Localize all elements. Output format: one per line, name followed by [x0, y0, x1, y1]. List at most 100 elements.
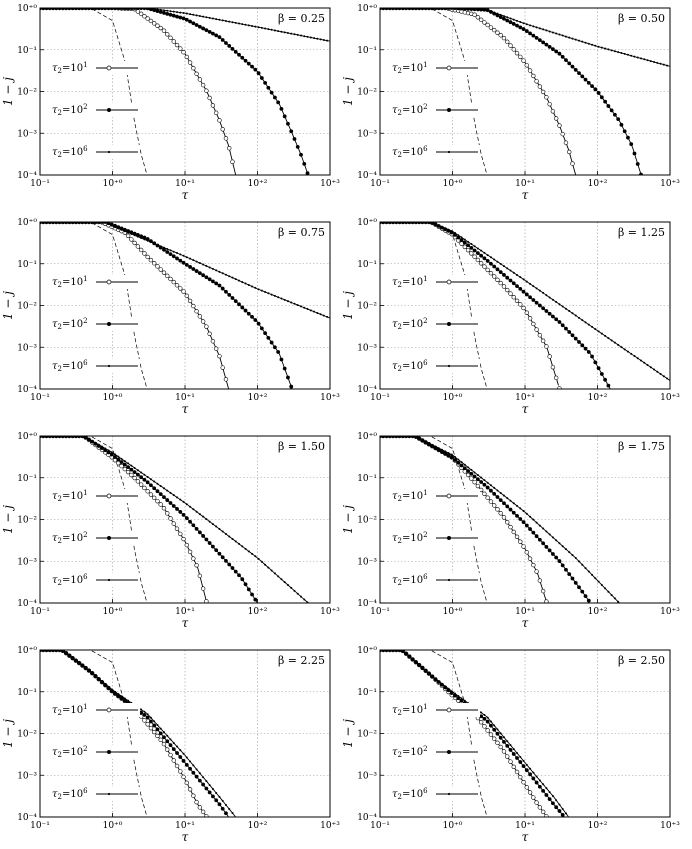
marker-filled-circle	[544, 544, 549, 549]
marker-filled-circle	[188, 766, 192, 771]
marker-filled-circle	[178, 510, 183, 514]
marker-small-dot	[613, 50, 616, 53]
marker-small-dot	[656, 61, 659, 64]
marker-filled-circle	[502, 739, 506, 744]
marker-small-dot	[551, 536, 554, 539]
legend-sub: 2	[58, 365, 62, 373]
legend-exp: 1	[423, 61, 427, 69]
marker-open-circle	[223, 136, 229, 141]
legend-backdrop	[50, 489, 140, 503]
marker-small-dot	[71, 657, 74, 660]
marker-small-dot	[169, 10, 172, 13]
marker-filled-circle	[590, 354, 594, 359]
legend-item: τ2=106	[390, 787, 480, 801]
beta-label: β = 0.25	[278, 12, 325, 25]
marker-filled-circle	[263, 81, 268, 85]
marker-small-dot	[529, 515, 532, 518]
marker-filled-circle	[521, 520, 526, 525]
marker-small-dot	[421, 666, 424, 669]
marker-filled-circle	[178, 15, 183, 20]
x-tick-label: 10⁺³	[320, 393, 340, 403]
marker-filled-circle	[305, 171, 310, 175]
marker-filled-circle	[162, 495, 166, 500]
marker-small-dot	[473, 471, 476, 474]
marker-small-dot	[480, 8, 483, 11]
marker-open-circle	[491, 503, 497, 508]
marker-small-dot	[656, 370, 659, 373]
marker-filled-circle	[214, 548, 219, 553]
marker-open-circle	[142, 251, 147, 256]
marker-small-dot	[476, 247, 479, 250]
marker-small-dot	[454, 456, 457, 459]
marker-open-circle	[194, 563, 199, 568]
marker-open-circle	[478, 720, 484, 725]
marker-small-dot	[273, 29, 276, 32]
marker-filled-circle	[580, 589, 585, 594]
legend-exp: 6	[83, 573, 88, 581]
marker-small-dot	[208, 520, 211, 523]
marker-open-circle	[158, 737, 163, 743]
marker-filled-circle	[184, 262, 189, 267]
marker-open-circle	[132, 475, 137, 481]
legend-label: τ2=101	[52, 61, 88, 75]
marker-open-circle	[168, 516, 173, 521]
marker-small-dot	[506, 16, 509, 19]
legend-item: τ2=101	[390, 61, 480, 75]
marker-filled-circle	[207, 30, 212, 34]
marker-filled-circle	[240, 305, 245, 310]
marker-filled-circle	[149, 483, 153, 488]
legend-item: τ2=101	[390, 703, 480, 717]
marker-small-dot	[215, 18, 218, 21]
marker-small-dot	[473, 8, 476, 11]
legend-sub: 2	[58, 323, 62, 331]
marker-small-dot	[87, 438, 90, 441]
marker-small-dot	[290, 301, 293, 304]
marker-small-dot	[571, 37, 574, 40]
marker-small-dot	[215, 791, 218, 794]
marker-open-circle	[161, 505, 167, 511]
marker-small-dot	[273, 572, 276, 575]
beta-label: β = 1.50	[278, 440, 325, 453]
filled-circle-icon	[447, 108, 451, 112]
legend-eq: =10	[62, 319, 83, 330]
y-tick-label: 10⁺⁰	[17, 646, 37, 656]
marker-small-dot	[205, 16, 208, 19]
marker-filled-circle	[188, 265, 192, 269]
marker-small-dot	[251, 24, 254, 27]
marker-open-circle	[174, 42, 180, 48]
marker-small-dot	[548, 296, 551, 299]
marker-small-dot	[594, 44, 597, 47]
marker-open-circle	[161, 28, 167, 33]
marker-small-dot	[136, 469, 139, 472]
marker-filled-circle	[139, 8, 144, 11]
marker-filled-circle	[142, 235, 147, 240]
marker-filled-circle	[289, 129, 294, 134]
marker-open-circle	[553, 116, 559, 121]
legend-eq: =10	[402, 147, 423, 158]
marker-filled-circle	[466, 469, 470, 473]
marker-filled-circle	[469, 471, 474, 476]
x-axis-label: τ	[522, 188, 529, 202]
marker-filled-circle	[145, 480, 150, 485]
marker-small-dot	[636, 357, 639, 360]
marker-small-dot	[561, 545, 564, 548]
y-tick-label: 10⁻²	[17, 730, 37, 740]
marker-small-dot	[584, 567, 587, 570]
marker-filled-circle	[515, 756, 519, 760]
legend-sub: 2	[58, 793, 62, 801]
marker-small-dot	[162, 9, 165, 12]
x-axis-label: τ	[522, 402, 529, 416]
beta-label-box	[614, 224, 668, 239]
legend-sub: 2	[398, 751, 402, 759]
marker-small-dot	[558, 542, 561, 545]
marker-filled-circle	[142, 477, 147, 482]
marker-filled-circle	[632, 151, 637, 156]
marker-open-circle	[227, 146, 232, 151]
reference-curve	[40, 8, 148, 175]
marker-filled-circle	[273, 345, 277, 350]
marker-small-dot	[162, 731, 165, 734]
small-dot-icon	[107, 150, 111, 154]
marker-open-circle	[178, 46, 183, 51]
marker-open-circle	[518, 539, 523, 544]
marker-open-circle	[540, 809, 546, 815]
